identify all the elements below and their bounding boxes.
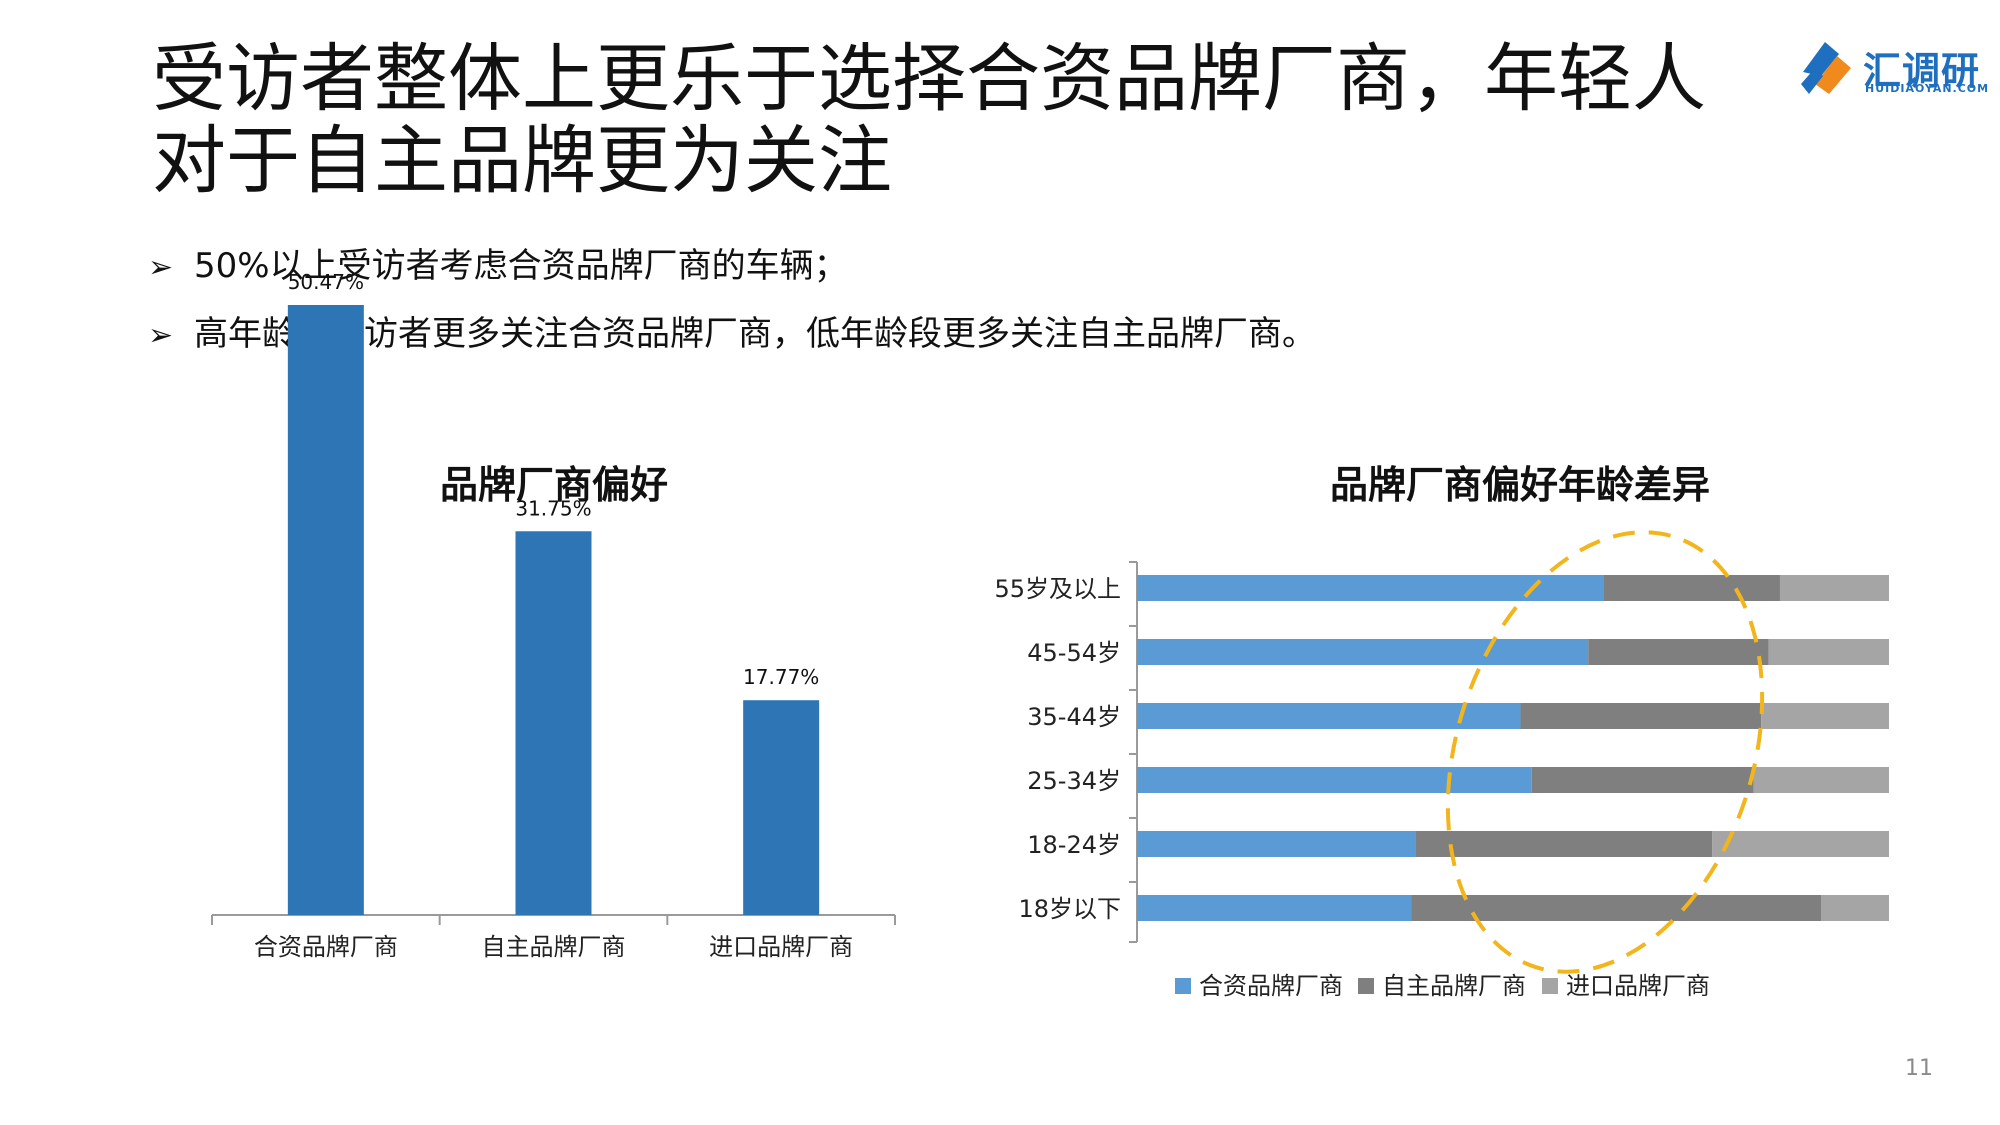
arrow-bullet-icon: ➢: [148, 318, 174, 353]
chart2-title: 品牌厂商偏好年龄差异: [1330, 463, 1711, 507]
highlight-ellipse: [1445, 530, 1765, 974]
bullet-item: ➢ 高年龄段受访者更多关注合资品牌厂商，低年龄段更多关注自主品牌厂商。: [148, 312, 1316, 380]
bar-segment: [1137, 895, 1412, 921]
x-tick-label: 自主品牌厂商: [482, 933, 626, 961]
bar-segment: [1531, 767, 1754, 793]
legend-swatch: [1175, 978, 1191, 994]
data-label: 50.47%: [288, 270, 364, 294]
logo-text: 汇调研: [1863, 49, 1981, 93]
y-tick-label: 55岁及以上: [994, 575, 1121, 603]
bar-segment: [1821, 895, 1889, 921]
logo-mark-icon: [1801, 42, 1851, 94]
bar-segment: [1779, 575, 1889, 601]
legend-swatch: [1542, 978, 1558, 994]
x-tick-label: 进口品牌厂商: [709, 933, 853, 961]
y-tick-label: 35-44岁: [1027, 703, 1121, 731]
x-tick-label: 合资品牌厂商: [254, 933, 398, 961]
bullet-text: 50%以上受访者考虑合资品牌厂商的车辆；: [194, 246, 848, 286]
page-number: 11: [1905, 1056, 1933, 1081]
bar-segment: [1761, 703, 1889, 729]
logo-subtext: HUIDIAOYAN.COM: [1865, 82, 1990, 95]
bar-segment: [1137, 767, 1532, 793]
chart1-title: 品牌厂商偏好: [440, 463, 669, 507]
bar-segment: [1768, 639, 1889, 665]
bar-segment: [1753, 767, 1889, 793]
legend-label: 进口品牌厂商: [1566, 972, 1710, 1000]
bullet-item: ➢ 50%以上受访者考虑合资品牌厂商的车辆；: [148, 244, 1316, 312]
bar-segment: [1712, 831, 1889, 857]
data-label: 17.77%: [743, 665, 819, 689]
slide-title: 受访者整体上更乐于选择合资品牌厂商，年轻人 对于自主品牌更为关注: [152, 38, 1772, 202]
y-tick-label: 25-34岁: [1027, 767, 1121, 795]
bar-segment: [1137, 639, 1589, 665]
arrow-bullet-icon: ➢: [148, 250, 174, 285]
slide-title-line2: 对于自主品牌更为关注: [152, 118, 892, 204]
bar-segment: [1137, 831, 1416, 857]
bar: [743, 700, 820, 915]
bar-segment: [1520, 703, 1762, 729]
slide-title-line1: 受访者整体上更乐于选择合资品牌厂商，年轻人: [152, 36, 1706, 122]
bullet-list: ➢ 50%以上受访者考虑合资品牌厂商的车辆； ➢ 高年龄段受访者更多关注合资品牌厂商…: [148, 244, 1316, 380]
bullet-text: 高年龄段受访者更多关注合资品牌厂商，低年龄段更多关注自主品牌厂商。: [194, 314, 1316, 354]
bar: [515, 531, 592, 915]
bar-segment: [1415, 831, 1713, 857]
bar-segment: [1137, 703, 1521, 729]
legend-label: 自主品牌厂商: [1382, 972, 1526, 1000]
bar-segment: [1588, 639, 1769, 665]
legend-label: 合资品牌厂商: [1199, 972, 1343, 1000]
bar-segment: [1411, 895, 1822, 921]
y-tick-label: 18岁以下: [1018, 895, 1121, 923]
bar: [287, 305, 364, 915]
y-tick-label: 18-24岁: [1027, 831, 1121, 859]
data-label: 31.75%: [515, 496, 591, 520]
brand-logo: 汇调研 HUIDIAOYAN.COM: [1795, 32, 1988, 104]
bar-segment: [1603, 575, 1780, 601]
y-tick-label: 45-54岁: [1027, 639, 1121, 667]
legend-swatch: [1358, 978, 1374, 994]
